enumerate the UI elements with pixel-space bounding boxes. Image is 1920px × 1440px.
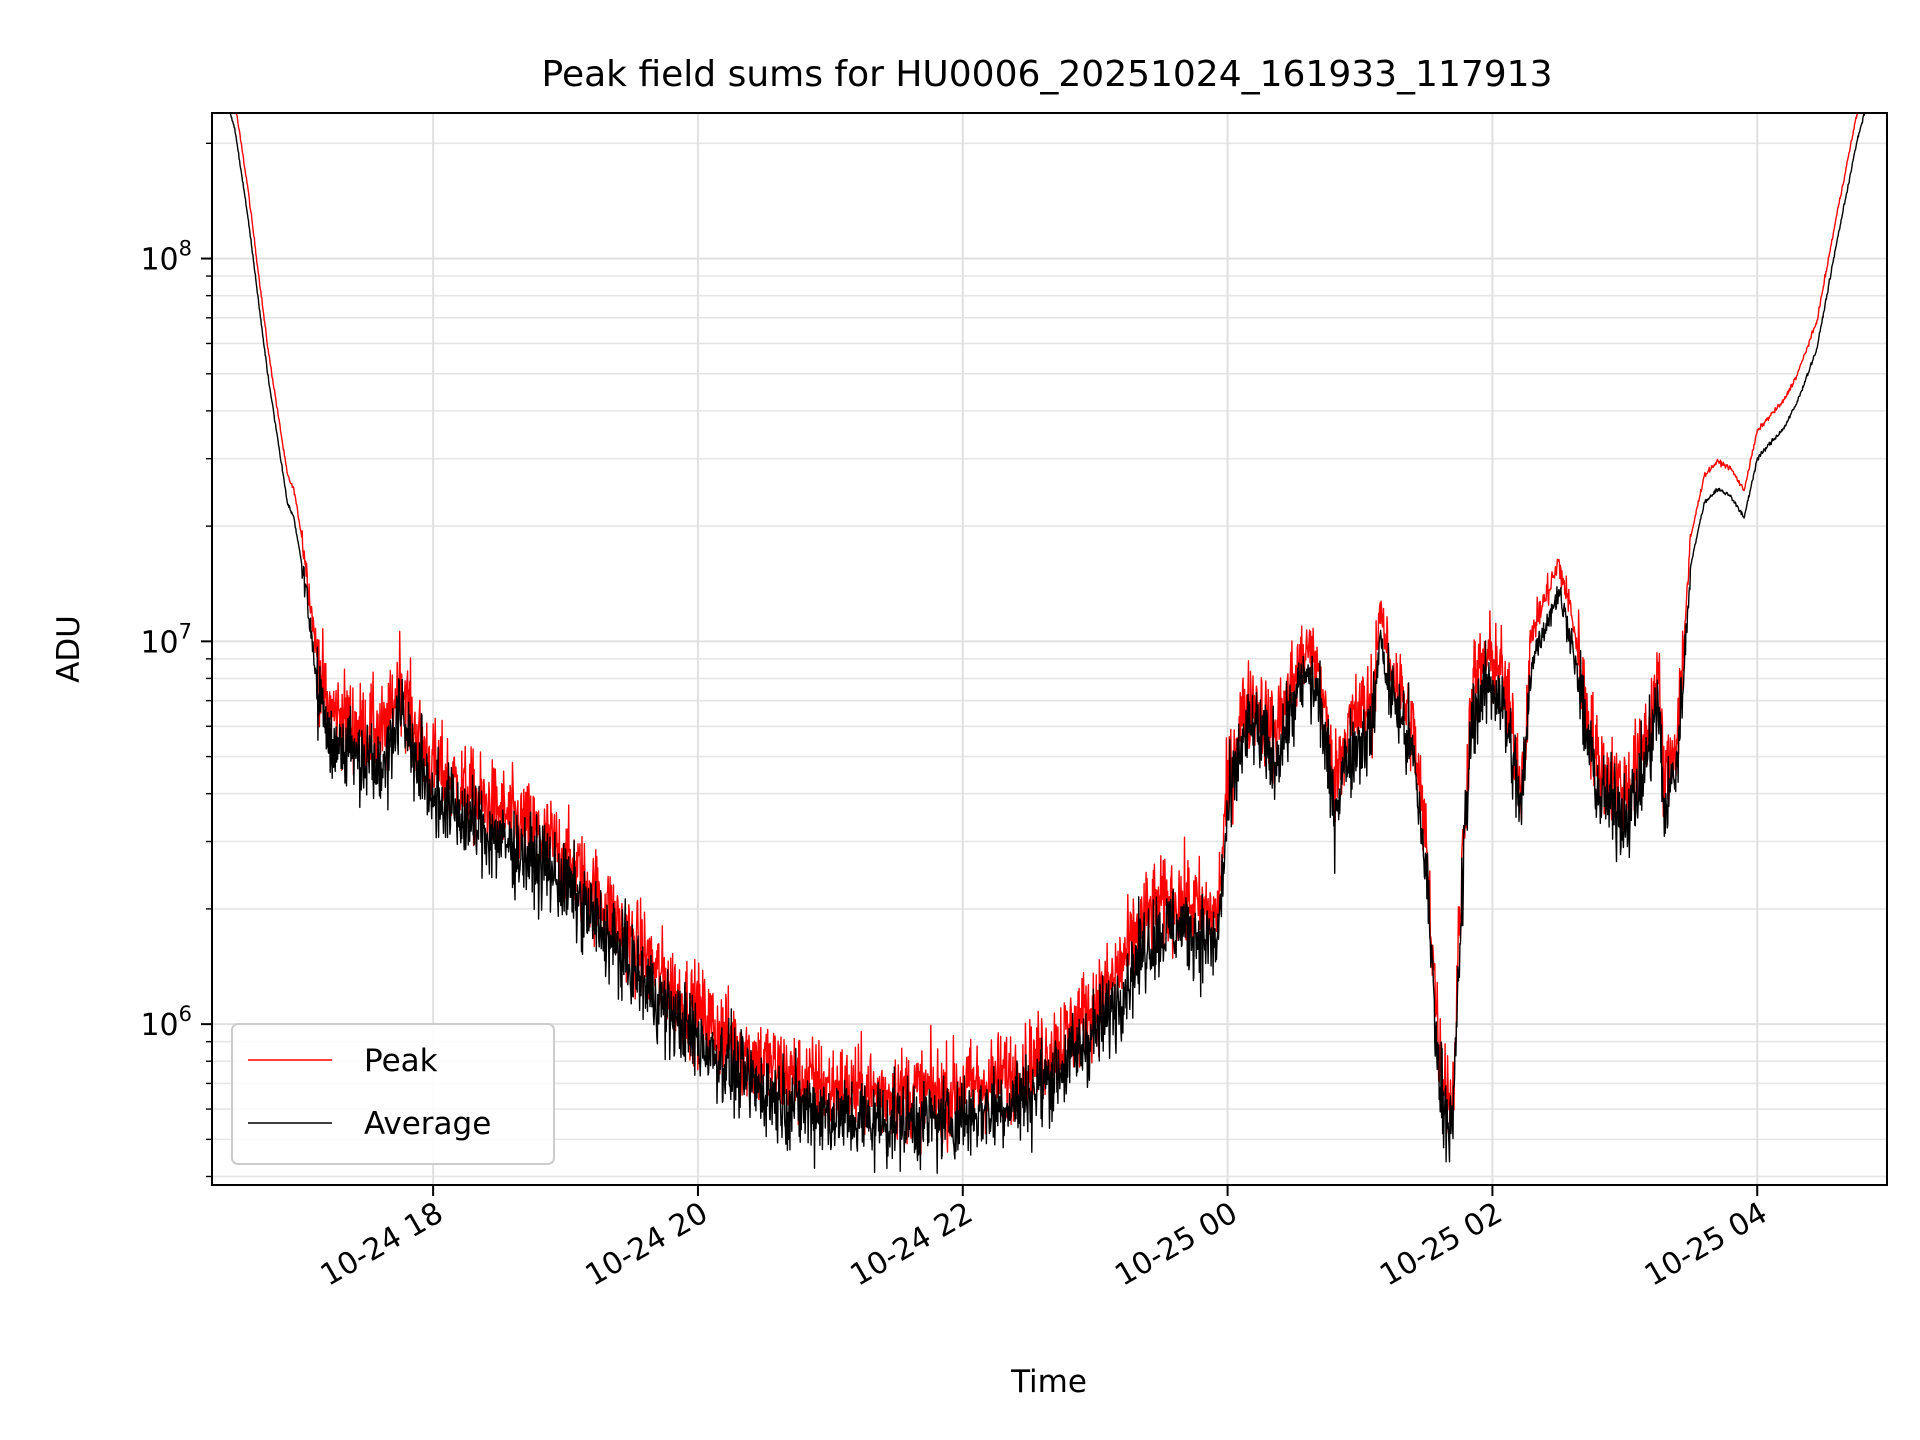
legend-label-peak: Peak (364, 1043, 438, 1079)
plot-area (211, 112, 1888, 1186)
y-axis: 106 107 108 (140, 142, 212, 1178)
y-axis-label: ADU (51, 615, 87, 683)
legend-label-average: Average (364, 1106, 491, 1142)
y-tick-label: 108 (140, 237, 192, 278)
chart-title: Peak field sums for HU0006_20251024_1619… (542, 54, 1553, 95)
series-line-average (229, 113, 1866, 1174)
legend[interactable]: Peak Average (231, 1023, 555, 1165)
x-axis-label: Time (1010, 1364, 1087, 1400)
y-tick-label: 107 (140, 619, 192, 660)
plot-background (212, 113, 1887, 1185)
plot-frame (211, 112, 1888, 1186)
y-tick-label: 106 (140, 1002, 192, 1043)
grid-major (212, 113, 1887, 1185)
legend-box (231, 1023, 555, 1165)
